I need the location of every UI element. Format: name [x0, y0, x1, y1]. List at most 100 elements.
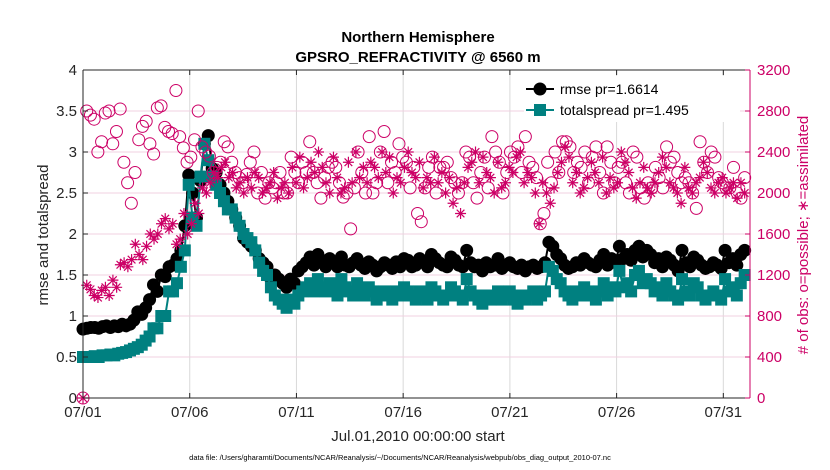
possible-obs-point — [80, 104, 94, 118]
legend: rmse pr=1.6614 totalspread pr=1.495 — [524, 76, 740, 122]
assimilated-obs-point — [126, 254, 138, 266]
y-tick-label: 3 — [69, 144, 77, 161]
rmse-point — [150, 284, 164, 298]
assimilated-obs-point — [671, 187, 683, 199]
assimilated-obs-point — [178, 208, 190, 219]
y-right-tick-label: 1600 — [757, 226, 790, 243]
assimilated-obs-point — [174, 233, 186, 245]
assimilated-obs-point — [197, 182, 209, 194]
assimilated-obs-point — [537, 177, 549, 189]
possible-obs-point — [381, 176, 395, 190]
assimilated-obs-point — [668, 182, 680, 194]
assimilated-obs-point — [365, 156, 377, 168]
legend-spread-marker — [534, 104, 546, 116]
x-axis-label: Jul.01,2010 00:00:00 start — [331, 428, 505, 445]
assimilated-obs-point — [698, 156, 710, 168]
assimilated-obs-point — [238, 187, 250, 199]
assimilated-obs-point — [283, 187, 295, 199]
assimilated-obs-point — [739, 187, 751, 199]
assimilated-obs-point — [615, 146, 627, 158]
assimilated-obs-point — [413, 156, 425, 168]
possible-obs-point — [124, 196, 138, 210]
assimilated-obs-point — [716, 172, 728, 184]
y-right-tick-label: 2800 — [757, 103, 790, 120]
assimilated-obs-point — [208, 167, 220, 178]
possible-obs-point — [147, 147, 161, 161]
possible-obs-point — [411, 207, 425, 220]
spread-point — [182, 178, 195, 191]
assimilated-obs-point — [600, 187, 612, 199]
y-right-tick-label: 800 — [757, 308, 782, 325]
assimilated-obs-point — [481, 167, 493, 178]
x-tick-label: 07/11 — [278, 404, 314, 421]
y-axis-label: rmse and totalspread — [35, 165, 52, 306]
assimilated-obs-point — [563, 151, 575, 163]
possible-obs-point — [604, 155, 618, 169]
assimilated-obs-point — [623, 167, 635, 178]
assimilated-obs-point — [447, 197, 459, 209]
spread-point — [245, 236, 258, 249]
assimilated-obs-point — [279, 177, 291, 189]
chart-title: Northern Hemisphere — [341, 29, 494, 46]
assimilated-obs-point — [589, 167, 601, 178]
assimilated-obs-point — [638, 161, 650, 173]
assimilated-obs-point — [144, 228, 156, 240]
assimilated-obs-point — [499, 177, 511, 189]
spread-point — [676, 273, 689, 286]
possible-obs-point — [87, 112, 101, 126]
assimilated-obs-point — [421, 172, 433, 184]
possible-obs-point — [113, 102, 127, 116]
assimilated-obs-point — [496, 182, 508, 194]
assimilated-obs-point — [219, 156, 231, 168]
y-tick-label: 2.5 — [56, 185, 77, 202]
assimilated-obs-point — [185, 218, 197, 230]
assimilated-obs-point — [212, 172, 224, 184]
assimilated-obs-point — [533, 218, 545, 230]
assimilated-obs-point — [466, 156, 478, 168]
chart-subtitle: GPSRO_REFRACTIVITY @ 6560 m — [295, 49, 540, 66]
assimilated-obs-point — [384, 151, 396, 163]
assimilated-obs-point — [227, 167, 239, 178]
possible-obs-point — [541, 155, 555, 169]
assimilated-obs-point — [484, 172, 496, 184]
possible-obs-point — [622, 186, 636, 200]
spread-point — [738, 269, 751, 281]
assimilated-obs-point — [253, 172, 265, 184]
x-tick-label: 07/31 — [705, 404, 743, 421]
possible-obs-point — [303, 135, 317, 149]
possible-obs-point — [202, 149, 216, 163]
possible-obs-point — [537, 207, 551, 220]
assimilated-obs-point — [298, 182, 310, 194]
assimilated-obs-point — [111, 281, 123, 293]
assimilated-obs-point — [342, 156, 354, 168]
y-tick-label: 1.5 — [56, 267, 77, 284]
assimilated-obs-point — [720, 187, 732, 199]
spread-point — [460, 273, 473, 286]
assimilated-obs-point — [275, 182, 287, 194]
possible-obs-point — [121, 176, 135, 190]
possible-obs-point — [132, 133, 146, 147]
possible-obs-point — [433, 160, 447, 174]
assimilated-obs-point — [395, 177, 407, 189]
series-1 — [77, 137, 751, 363]
assimilated-obs-point — [107, 274, 119, 286]
assimilated-obs-point — [432, 177, 444, 189]
assimilated-obs-point — [189, 197, 201, 209]
assimilated-obs-point — [122, 261, 134, 273]
possible-obs-point — [660, 140, 674, 154]
y-tick-label: 1 — [69, 308, 77, 325]
x-tick-label: 07/16 — [384, 404, 422, 421]
assimilated-obs-point — [608, 182, 620, 194]
assimilated-obs-point — [612, 177, 624, 189]
assimilated-obs-point — [458, 177, 470, 189]
assimilated-obs-point — [488, 187, 500, 199]
legend-spread-label: totalspread pr=1.495 — [560, 102, 689, 118]
assimilated-obs-point — [653, 167, 665, 178]
possible-obs-point — [165, 127, 179, 141]
assimilated-obs-point — [559, 141, 571, 153]
assimilated-obs-point — [406, 167, 418, 178]
assimilated-obs-point — [627, 182, 639, 194]
possible-obs-point — [154, 99, 168, 113]
footnote: data file: /Users/gharamti/Documents/NCA… — [189, 453, 611, 462]
y-tick-label: 3.5 — [56, 103, 77, 120]
